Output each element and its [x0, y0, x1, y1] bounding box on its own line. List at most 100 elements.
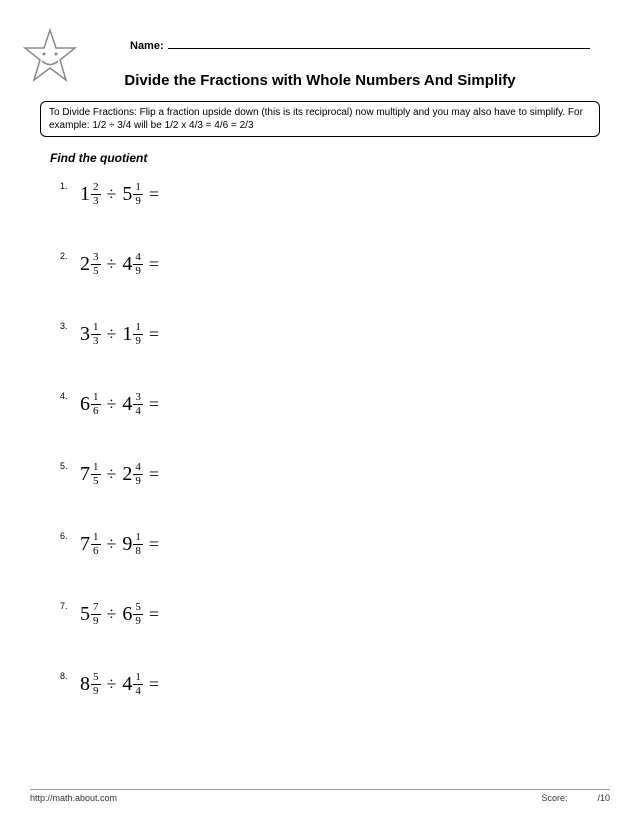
problem-row: 8.859÷414= [60, 669, 610, 699]
mixed-number: 579 [80, 602, 101, 627]
divide-operator: ÷ [107, 674, 117, 695]
fraction-part: 59 [133, 602, 143, 627]
problem-number: 5. [60, 459, 80, 471]
divide-operator: ÷ [107, 464, 117, 485]
denominator: 3 [91, 334, 101, 347]
footer-score-total: /10 [597, 793, 610, 803]
numerator: 1 [133, 182, 143, 194]
numerator: 1 [91, 532, 101, 544]
star-icon [20, 28, 80, 88]
problem-expression: 579÷659= [80, 602, 159, 627]
footer-score-label: Score: [541, 793, 567, 803]
problem-expression: 616 ÷434 = [80, 392, 159, 417]
problem-number: 1. [60, 179, 80, 191]
denominator: 9 [133, 474, 143, 487]
denominator: 4 [133, 684, 143, 697]
fraction-part: 79 [91, 602, 101, 627]
whole-part: 1 [80, 183, 90, 206]
mixed-number: 716 [80, 532, 101, 557]
numerator: 3 [133, 392, 143, 404]
denominator: 5 [91, 264, 101, 277]
fraction-part: 16 [91, 532, 101, 557]
numerator: 5 [91, 672, 101, 684]
footer-url: http://math.about.com [30, 793, 117, 803]
divide-operator: ÷ [107, 394, 117, 415]
divide-operator: ÷ [107, 604, 117, 625]
problem-expression: 716÷918= [80, 532, 159, 557]
fraction-part: 18 [133, 532, 143, 557]
numerator: 1 [133, 672, 143, 684]
problem-expression: 235÷449= [80, 252, 159, 277]
problem-number: 7. [60, 599, 80, 611]
numerator: 5 [133, 602, 143, 614]
problem-number: 8. [60, 669, 80, 681]
fraction-part: 59 [91, 672, 101, 697]
footer: http://math.about.com Score: /10 [30, 789, 610, 803]
mixed-number: 859 [80, 672, 101, 697]
equals-sign: = [149, 464, 159, 485]
divide-operator: ÷ [107, 254, 117, 275]
problem-number: 2. [60, 249, 80, 261]
numerator: 4 [133, 462, 143, 474]
divide-operator: ÷ [107, 324, 117, 345]
mixed-number: 313 [80, 322, 101, 347]
whole-part: 4 [122, 393, 132, 416]
whole-part: 4 [122, 253, 132, 276]
mixed-number: 918 [122, 532, 143, 557]
problem-row: 5.715 ÷249 = [60, 459, 610, 489]
fraction-part: 49 [133, 462, 143, 487]
name-label: Name: [130, 40, 164, 52]
whole-part: 4 [122, 673, 132, 696]
denominator: 9 [133, 264, 143, 277]
problem-row: 6.716÷918= [60, 529, 610, 559]
denominator: 9 [91, 684, 101, 697]
mixed-number: 519 [122, 182, 143, 207]
mixed-number: 449 [122, 252, 143, 277]
problems-list: 1.123÷519=2.235÷449=3.313÷119=4.616÷434=… [60, 179, 610, 699]
numerator: 1 [91, 322, 101, 334]
name-input-line[interactable] [168, 35, 590, 49]
problem-expression: 313÷119= [80, 322, 159, 347]
whole-part: 2 [80, 253, 90, 276]
problem-number: 4. [60, 389, 80, 401]
whole-part: 7 [80, 533, 90, 556]
problem-row: 4.616 ÷434 = [60, 389, 610, 419]
instructions-box: To Divide Fractions: Flip a fraction ups… [40, 101, 600, 137]
page-title: Divide the Fractions with Whole Numbers … [30, 72, 610, 89]
equals-sign: = [149, 394, 159, 415]
whole-part: 7 [80, 463, 90, 486]
mixed-number: 659 [122, 602, 143, 627]
whole-part: 6 [122, 603, 132, 626]
numerator: 1 [133, 532, 143, 544]
problem-expression: 123÷519= [80, 182, 159, 207]
fraction-part: 13 [91, 322, 101, 347]
denominator: 8 [133, 544, 143, 557]
fraction-part: 14 [133, 672, 143, 697]
denominator: 9 [133, 614, 143, 627]
divide-operator: ÷ [107, 534, 117, 555]
mixed-number: 123 [80, 182, 101, 207]
numerator: 2 [91, 182, 101, 194]
problem-number: 6. [60, 529, 80, 541]
numerator: 3 [91, 252, 101, 264]
fraction-part: 15 [91, 462, 101, 487]
whole-part: 5 [122, 183, 132, 206]
problem-expression: 859÷414= [80, 672, 159, 697]
numerator: 4 [133, 252, 143, 264]
worksheet-page: Name: Divide the Fractions with Whole Nu… [0, 0, 640, 821]
numerator: 7 [91, 602, 101, 614]
denominator: 9 [133, 334, 143, 347]
problem-expression: 715 ÷249 = [80, 462, 159, 487]
whole-part: 8 [80, 673, 90, 696]
fraction-part: 34 [133, 392, 143, 417]
equals-sign: = [149, 254, 159, 275]
whole-part: 5 [80, 603, 90, 626]
mixed-number: 235 [80, 252, 101, 277]
equals-sign: = [149, 674, 159, 695]
problem-number: 3. [60, 319, 80, 331]
whole-part: 2 [122, 463, 132, 486]
mixed-number: 616 [80, 392, 101, 417]
equals-sign: = [149, 324, 159, 345]
denominator: 3 [91, 194, 101, 207]
fraction-part: 19 [133, 182, 143, 207]
